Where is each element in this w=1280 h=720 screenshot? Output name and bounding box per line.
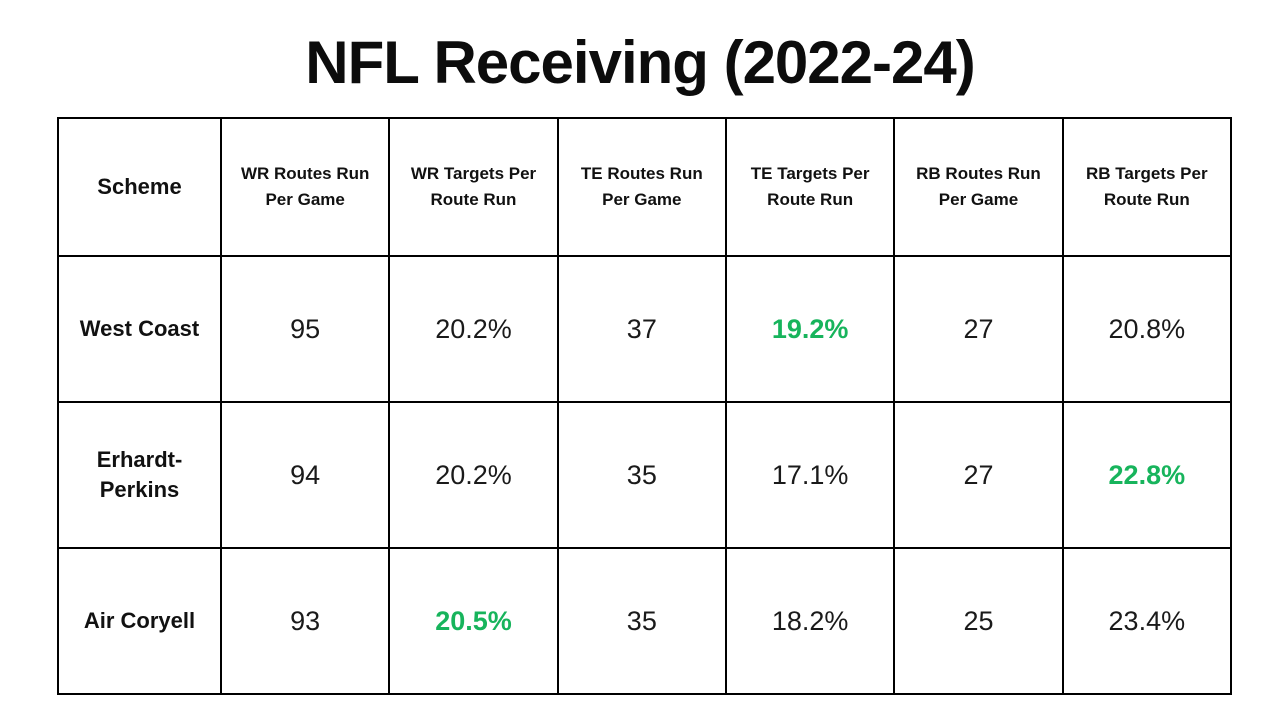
column-header-te-targets-per-route: TE Targets Per Route Run [724, 117, 896, 257]
page-title: NFL Receiving (2022-24) [305, 29, 976, 96]
cell-value: 94 [219, 401, 391, 549]
table-row-air-coryell: Air Coryell 93 20.5% 35 18.2% 25 23.4% [57, 547, 1233, 695]
cell-value: 20.2% [388, 255, 559, 403]
row-label-air-coryell: Air Coryell [57, 547, 222, 695]
cell-value: 17.1% [724, 401, 896, 549]
header-row: Scheme WR Routes Run Per Game WR Targets… [57, 117, 1233, 257]
cell-value: 37 [556, 255, 727, 403]
cell-value: 95 [219, 255, 391, 403]
cell-value: 25 [893, 547, 1064, 695]
row-label-west-coast: West Coast [57, 255, 222, 403]
table-row-erhardt-perkins: Erhardt-Perkins 94 20.2% 35 17.1% 27 22.… [57, 401, 1233, 549]
cell-value: 18.2% [724, 547, 896, 695]
cell-value: 20.5% [388, 547, 559, 695]
cell-value: 22.8% [1061, 401, 1233, 549]
cell-value: 27 [893, 255, 1064, 403]
column-header-te-routes-per-game: TE Routes Run Per Game [556, 117, 727, 257]
table-row-west-coast: West Coast 95 20.2% 37 19.2% 27 20.8% [57, 255, 1233, 403]
cell-value: 27 [893, 401, 1064, 549]
row-label-erhardt-perkins: Erhardt-Perkins [57, 401, 222, 549]
column-header-rb-targets-per-route: RB Targets Per Route Run [1061, 117, 1233, 257]
cell-value: 19.2% [724, 255, 896, 403]
cell-value: 35 [556, 401, 727, 549]
cell-value: 20.8% [1061, 255, 1233, 403]
cell-value: 23.4% [1061, 547, 1233, 695]
cell-value: 35 [556, 547, 727, 695]
cell-value: 20.2% [388, 401, 559, 549]
receiving-stats-table: Scheme WR Routes Run Per Game WR Targets… [57, 117, 1233, 695]
column-header-wr-targets-per-route: WR Targets Per Route Run [388, 117, 559, 257]
cell-value: 93 [219, 547, 391, 695]
column-header-wr-routes-per-game: WR Routes Run Per Game [219, 117, 391, 257]
column-header-rb-routes-per-game: RB Routes Run Per Game [893, 117, 1064, 257]
column-header-scheme: Scheme [57, 117, 222, 257]
